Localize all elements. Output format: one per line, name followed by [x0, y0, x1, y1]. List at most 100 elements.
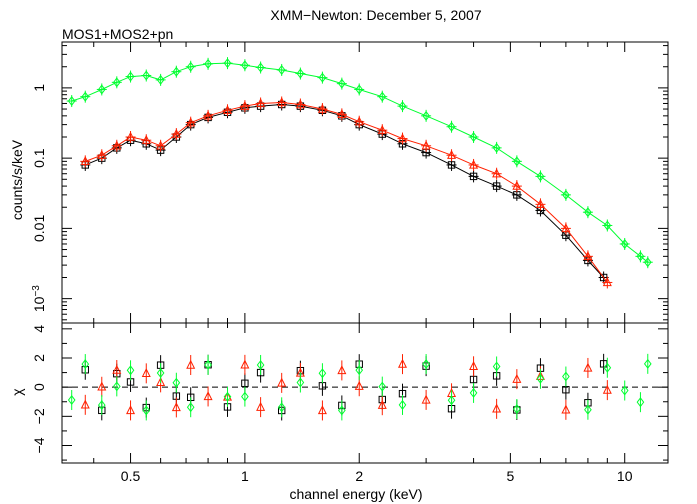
residual-point	[337, 365, 347, 375]
data-point	[295, 99, 305, 109]
data-point	[421, 140, 431, 150]
residuals-triangle	[80, 354, 612, 421]
data-point	[355, 84, 364, 95]
residual-point	[584, 404, 592, 415]
residual-point	[561, 404, 571, 414]
residual-point	[492, 361, 501, 372]
data-point	[142, 70, 151, 81]
data-point	[636, 251, 645, 262]
residual-point	[296, 377, 305, 388]
residual-point	[204, 359, 212, 370]
top-y-axis-label: counts/s/keV	[9, 139, 25, 220]
residual-point	[241, 379, 249, 387]
data-point	[337, 109, 347, 119]
data-point	[536, 171, 545, 182]
residual-point	[583, 362, 593, 372]
data-point	[620, 238, 629, 249]
data-point	[562, 189, 570, 200]
data-point	[141, 134, 151, 144]
y-tick-label: 0.1	[31, 148, 47, 168]
residual-point	[512, 373, 522, 383]
series-triangle	[80, 96, 613, 289]
data-point	[603, 220, 612, 231]
x-tick-label: 0.5	[121, 468, 141, 484]
y-tick-label: 2	[31, 354, 47, 362]
residual-point	[422, 359, 430, 370]
residual-point	[603, 362, 612, 373]
residual-point	[562, 371, 570, 382]
x-tick-label: 10	[617, 468, 633, 484]
residual-point	[156, 377, 166, 387]
data-point	[156, 140, 166, 150]
x-tick-label: 5	[506, 468, 514, 484]
y-tick-label: 0	[31, 383, 47, 391]
residual-point	[67, 394, 76, 406]
data-point	[469, 159, 479, 169]
bottom-plot-frame	[61, 322, 669, 464]
data-point	[512, 180, 522, 190]
residual-point	[186, 359, 196, 369]
data-point	[186, 117, 196, 127]
data-point	[447, 149, 457, 159]
residual-point	[126, 365, 135, 376]
data-point	[378, 91, 387, 102]
data-point	[204, 58, 212, 69]
data-point	[447, 161, 456, 169]
data-point	[599, 273, 608, 282]
data-point	[97, 84, 106, 95]
residual-point	[80, 399, 90, 409]
series-diamond	[66, 57, 653, 269]
data-point	[222, 104, 233, 114]
residual-point	[421, 394, 431, 404]
residual-point	[397, 358, 408, 368]
residual-point	[398, 399, 407, 410]
residual-point	[203, 391, 213, 401]
data-point	[317, 103, 327, 113]
data-point	[469, 131, 478, 143]
residual-point	[354, 380, 364, 390]
x-tick-label: 2	[355, 468, 363, 484]
data-point	[277, 64, 286, 75]
y-tick-label: 4	[31, 325, 47, 333]
residual-point	[126, 405, 136, 415]
data-point	[172, 66, 181, 77]
chart-title: XMM−Newton: December 5, 2007	[270, 7, 481, 23]
residuals-diamond	[67, 353, 652, 421]
residual-point	[620, 385, 629, 396]
model-line	[85, 101, 608, 283]
residual-point	[602, 384, 612, 394]
residual-point	[355, 365, 364, 376]
data-point	[80, 156, 90, 166]
y-tick-label: 0.01	[31, 215, 47, 242]
data-point	[126, 71, 135, 82]
x-axis-label: channel energy (keV)	[289, 486, 422, 502]
residual-point	[112, 381, 121, 392]
model-line	[85, 103, 604, 278]
data-point	[583, 251, 593, 261]
residual-point	[277, 402, 286, 413]
data-point	[492, 142, 501, 153]
residual-point	[317, 405, 327, 415]
residual-point	[142, 405, 151, 416]
residual-point	[447, 395, 456, 406]
residual-point	[636, 397, 645, 408]
y-tick-label: −4	[31, 437, 47, 453]
data-point	[584, 207, 592, 218]
chart-subtitle: MOS1+MOS2+pn	[62, 26, 173, 42]
data-point	[318, 72, 327, 83]
data-point	[602, 277, 612, 287]
residual-point	[256, 401, 266, 411]
residual-point	[81, 359, 90, 370]
data-point	[81, 91, 90, 102]
data-point	[535, 199, 545, 209]
residual-point	[469, 360, 479, 370]
residual-point	[643, 358, 652, 369]
data-point	[492, 168, 502, 178]
data-point	[492, 182, 501, 190]
data-point	[422, 110, 430, 121]
residual-point	[469, 375, 478, 384]
data-point	[112, 77, 121, 88]
